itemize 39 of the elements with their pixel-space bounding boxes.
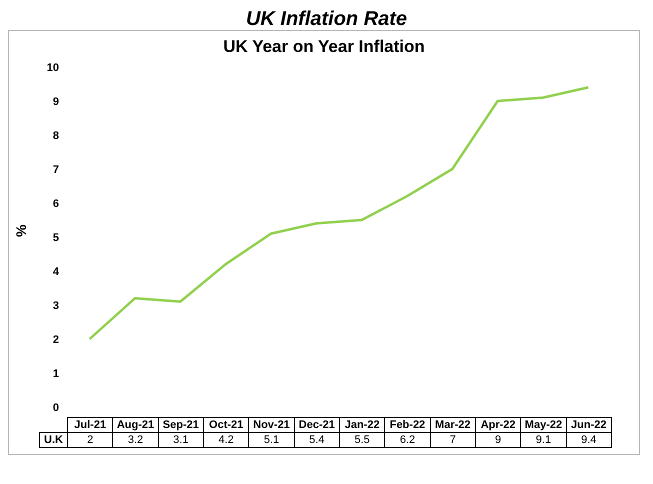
y-tick-label: 7 (52, 164, 59, 176)
y-tick-label: 3 (52, 300, 59, 312)
data-label: 4.2 (203, 432, 249, 448)
x-tick-label: Aug-21 (112, 418, 158, 432)
data-label: 5.1 (248, 432, 294, 448)
x-tick-label: Jul-21 (68, 418, 113, 432)
chart-title: UK Inflation Rate (244, 8, 408, 30)
x-tick-label: Jan-22 (339, 418, 385, 432)
x-tick-label: Feb-22 (384, 418, 430, 432)
data-label: 6.2 (384, 432, 430, 448)
text: U.K (40, 432, 68, 448)
x-tick-label: Dec-21 (294, 418, 340, 432)
x-tick-label: Oct-21 (203, 418, 249, 432)
y-tick-label: 6 (52, 198, 59, 210)
x-tick-label: Mar-22 (430, 418, 476, 432)
y-tick-label: 4 (52, 266, 60, 278)
data-label: 9 (475, 432, 521, 448)
y-tick-label: 9 (52, 96, 59, 108)
y-tick-label: 5 (52, 232, 59, 244)
data-label: 3.1 (158, 432, 204, 448)
data-label: 5.4 (294, 432, 340, 448)
y-axis-title: % (12, 224, 29, 237)
y-tick-label: 10 (46, 62, 59, 74)
data-label: 7 (430, 432, 476, 448)
x-tick-label: May-22 (520, 418, 566, 432)
data-label: 2 (68, 432, 113, 448)
y-tick-label: 1 (52, 368, 59, 380)
y-tick-label: 2 (52, 334, 59, 346)
x-tick-label: Nov-21 (248, 418, 294, 432)
data-label: 5.5 (339, 432, 385, 448)
x-tick-label: Jun-22 (566, 418, 612, 432)
x-tick-label: Apr-22 (475, 418, 521, 432)
y-tick-label: 0 (52, 402, 59, 414)
chart-subtitle: UK Year on Year Inflation (222, 37, 426, 57)
x-tick-label: Sep-21 (158, 418, 204, 432)
y-tick-label: 8 (52, 130, 59, 142)
data-label: 3.2 (112, 432, 158, 448)
data-label: 9.1 (520, 432, 566, 448)
data-label: 9.4 (566, 432, 612, 448)
